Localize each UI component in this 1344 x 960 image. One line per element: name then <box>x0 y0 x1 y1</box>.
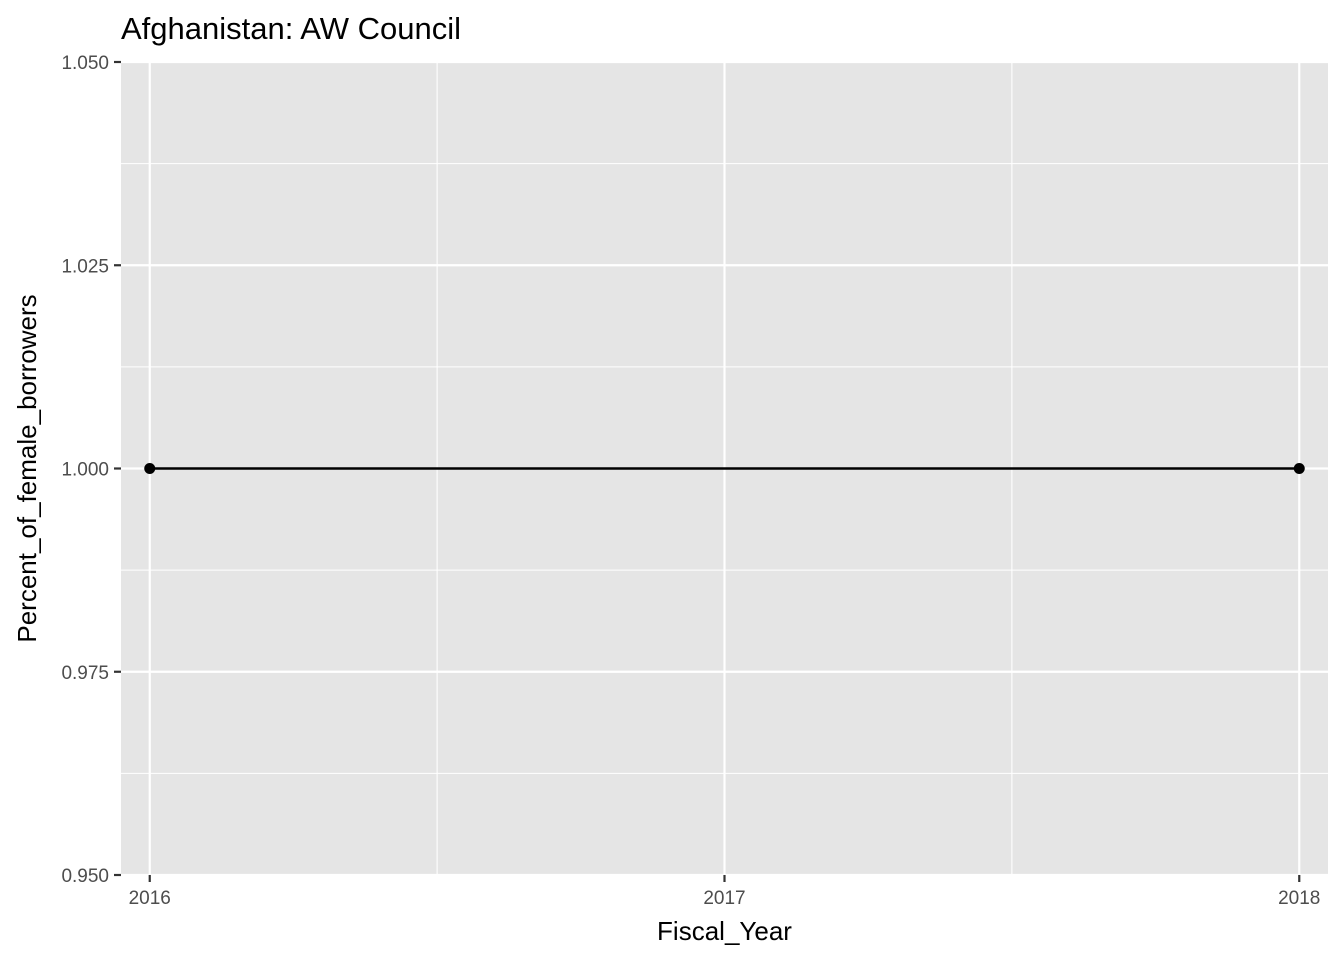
y-axis: 0.950 0.975 1.000 1.025 1.050 <box>61 53 121 887</box>
data-point <box>144 463 156 474</box>
y-tick-label: 1.000 <box>61 460 109 481</box>
y-tick-label: 0.975 <box>61 663 109 684</box>
x-axis: 2016 2017 2018 <box>129 875 1320 909</box>
y-tick-label: 0.950 <box>61 866 109 887</box>
x-tick-label: 2018 <box>1278 888 1320 909</box>
y-axis-title: Percent_of_female_borrowers <box>12 294 42 642</box>
x-tick-label: 2017 <box>703 888 745 909</box>
series-layer <box>144 463 1305 474</box>
x-axis-title: Fiscal_Year <box>657 916 792 946</box>
x-tick-label: 2016 <box>129 888 171 909</box>
y-tick-label: 1.025 <box>61 256 109 277</box>
y-tick-label: 1.050 <box>61 53 109 74</box>
data-point <box>1293 463 1305 474</box>
chart-title: Afghanistan: AW Council <box>121 11 461 46</box>
